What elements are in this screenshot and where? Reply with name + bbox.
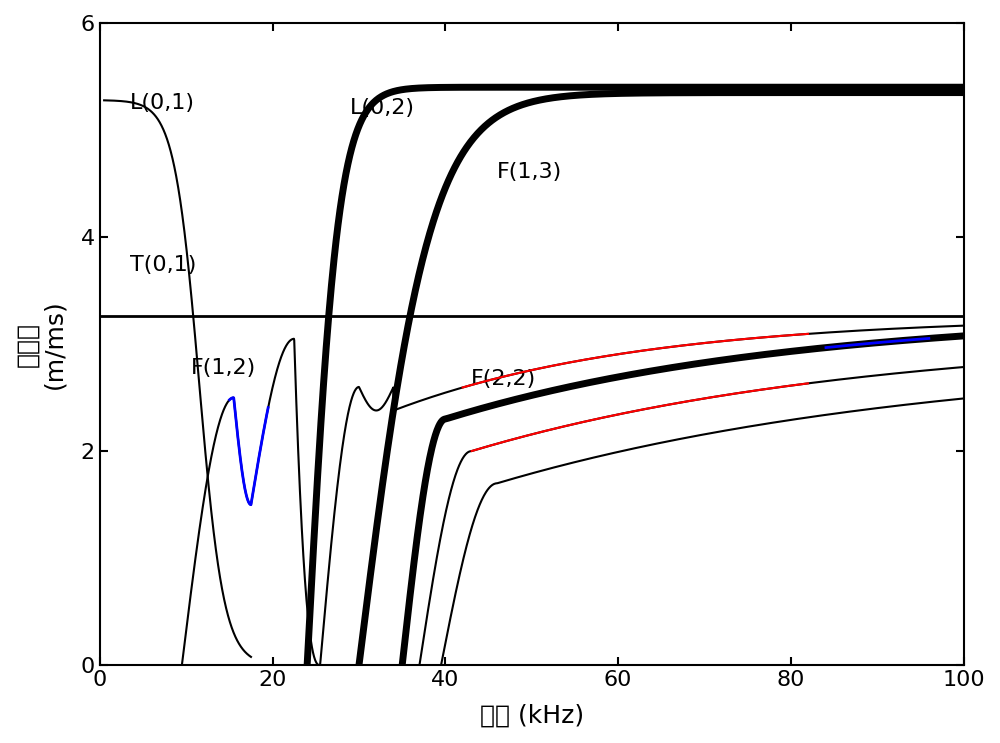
Y-axis label: 群速度
(m/ms): 群速度 (m/ms) bbox=[15, 299, 67, 389]
Text: F(1,2): F(1,2) bbox=[191, 358, 256, 378]
Text: F(2,2): F(2,2) bbox=[471, 369, 537, 389]
X-axis label: 频率 (kHz): 频率 (kHz) bbox=[480, 704, 584, 728]
Text: L(0,1): L(0,1) bbox=[130, 93, 195, 113]
Text: T(0,1): T(0,1) bbox=[130, 256, 196, 276]
Text: F(1,3): F(1,3) bbox=[497, 162, 562, 182]
Text: L(0,2): L(0,2) bbox=[350, 98, 415, 118]
